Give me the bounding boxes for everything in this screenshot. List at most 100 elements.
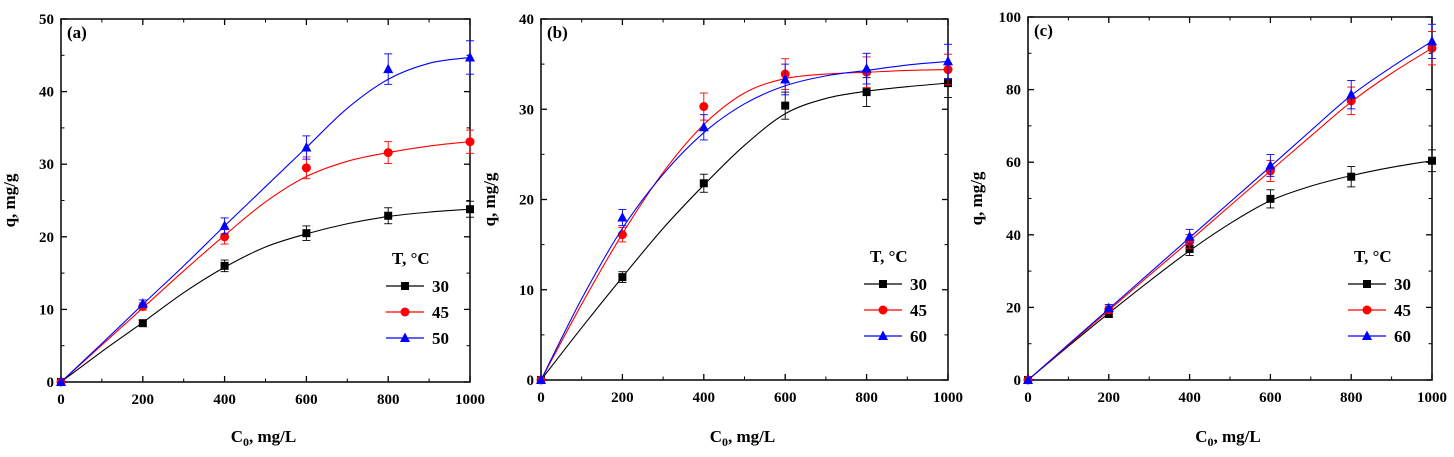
data-point	[220, 232, 230, 242]
data-point	[302, 229, 311, 238]
x-axis-label-main: C	[710, 427, 722, 446]
legend: T, °C30 45 50	[386, 249, 449, 348]
data-point	[1185, 244, 1194, 253]
data-point	[1103, 302, 1114, 313]
series-30	[537, 68, 952, 384]
y-tick-label: 40	[519, 12, 534, 28]
x-axis-label-sub: 0	[243, 435, 249, 449]
legend-marker	[1362, 330, 1372, 340]
legend-marker	[878, 330, 888, 340]
x-tick-label: 200	[1098, 390, 1121, 406]
plot-frame	[60, 18, 471, 383]
series-60	[1023, 23, 1437, 384]
data-point	[1427, 35, 1437, 46]
data-point	[699, 179, 708, 188]
x-axis-label: C0, mg/L	[1195, 427, 1261, 449]
series-50	[56, 40, 475, 386]
y-tick-label: 30	[39, 157, 54, 173]
panel-label: (c)	[1034, 21, 1053, 40]
legend-label: 45	[910, 301, 927, 320]
y-axis-label: q, mg/g	[967, 171, 986, 225]
legend-marker	[878, 305, 888, 315]
data-point	[384, 211, 393, 220]
fit-curve	[1027, 160, 1433, 381]
x-tick-label: 800	[855, 390, 878, 406]
legend-label: 60	[910, 327, 927, 346]
legend-marker	[879, 280, 887, 288]
legend-title: T, °C	[392, 249, 430, 268]
x-axis-label: C0, mg/L	[231, 427, 297, 449]
fit-curve	[540, 60, 949, 381]
x-tick-label: 200	[132, 392, 155, 408]
y-tick-label: 20	[39, 230, 54, 246]
plot-frame	[540, 18, 949, 381]
x-tick-label: 400	[213, 392, 236, 408]
legend: T, °C30 45 60	[1348, 247, 1411, 346]
data-point	[1023, 374, 1033, 384]
panel-label: (b)	[547, 23, 568, 42]
legend-label: 45	[1394, 301, 1411, 320]
y-tick-label: 0	[527, 373, 535, 389]
y-tick-label: 10	[39, 302, 54, 318]
series-45	[56, 129, 475, 387]
panel-label: (a)	[67, 23, 87, 42]
data-point	[780, 73, 791, 84]
data-point	[1347, 172, 1356, 181]
data-point	[383, 148, 393, 158]
x-axis-label-sub: 0	[722, 435, 728, 449]
data-point	[617, 212, 628, 222]
y-tick-label: 0	[1014, 373, 1022, 389]
fit-curve	[1027, 40, 1433, 381]
legend-title: T, °C	[870, 247, 908, 266]
data-point	[219, 220, 230, 230]
plot-frame	[1027, 16, 1433, 381]
fit-curve	[540, 82, 949, 381]
panel-1: 0 200 400 600 800 1000 0 10 20 30 40 (b) C0, mg/L q, …	[480, 12, 963, 449]
x-tick-label: 600	[1259, 390, 1282, 406]
data-point	[618, 273, 627, 282]
data-point	[536, 374, 546, 384]
x-tick-label: 800	[1340, 390, 1363, 406]
y-tick-label: 20	[519, 193, 534, 209]
legend-label: 60	[1394, 327, 1411, 346]
x-tick-label: 800	[377, 392, 400, 408]
data-point	[617, 230, 627, 240]
data-point	[301, 142, 312, 152]
y-tick-label: 40	[1006, 228, 1021, 244]
x-axis-label: C0, mg/L	[710, 427, 776, 449]
fit-curve	[540, 68, 949, 381]
legend-label: 30	[910, 275, 927, 294]
data-point	[301, 163, 311, 173]
data-point	[220, 261, 229, 270]
series-60	[536, 43, 953, 384]
x-axis-label-unit: , mg/L	[249, 427, 296, 446]
series-30	[1024, 149, 1436, 384]
x-tick-label: 200	[611, 390, 634, 406]
y-tick-label: 10	[519, 283, 534, 299]
fit-curve	[60, 141, 471, 383]
fit-curve	[60, 208, 471, 383]
data-point	[383, 63, 394, 74]
fit-curve	[1027, 47, 1433, 381]
x-axis-label-main: C	[1195, 427, 1207, 446]
data-point	[862, 88, 871, 97]
x-tick-label: 600	[774, 390, 797, 406]
data-point	[138, 319, 147, 328]
legend-label: 30	[1394, 275, 1411, 294]
legend-marker	[1362, 305, 1372, 315]
legend-label: 45	[432, 303, 449, 322]
y-tick-label: 40	[39, 85, 54, 101]
x-tick-label: 1000	[933, 390, 963, 406]
data-point	[466, 205, 474, 214]
data-point	[56, 376, 66, 386]
x-tick-label: 600	[295, 392, 318, 408]
data-point	[465, 51, 475, 62]
series-30	[57, 200, 474, 386]
x-tick-label: 1000	[1417, 390, 1447, 406]
x-tick-label: 400	[693, 390, 716, 406]
y-axis-label: q, mg/g	[480, 172, 499, 226]
data-point	[1428, 156, 1436, 165]
